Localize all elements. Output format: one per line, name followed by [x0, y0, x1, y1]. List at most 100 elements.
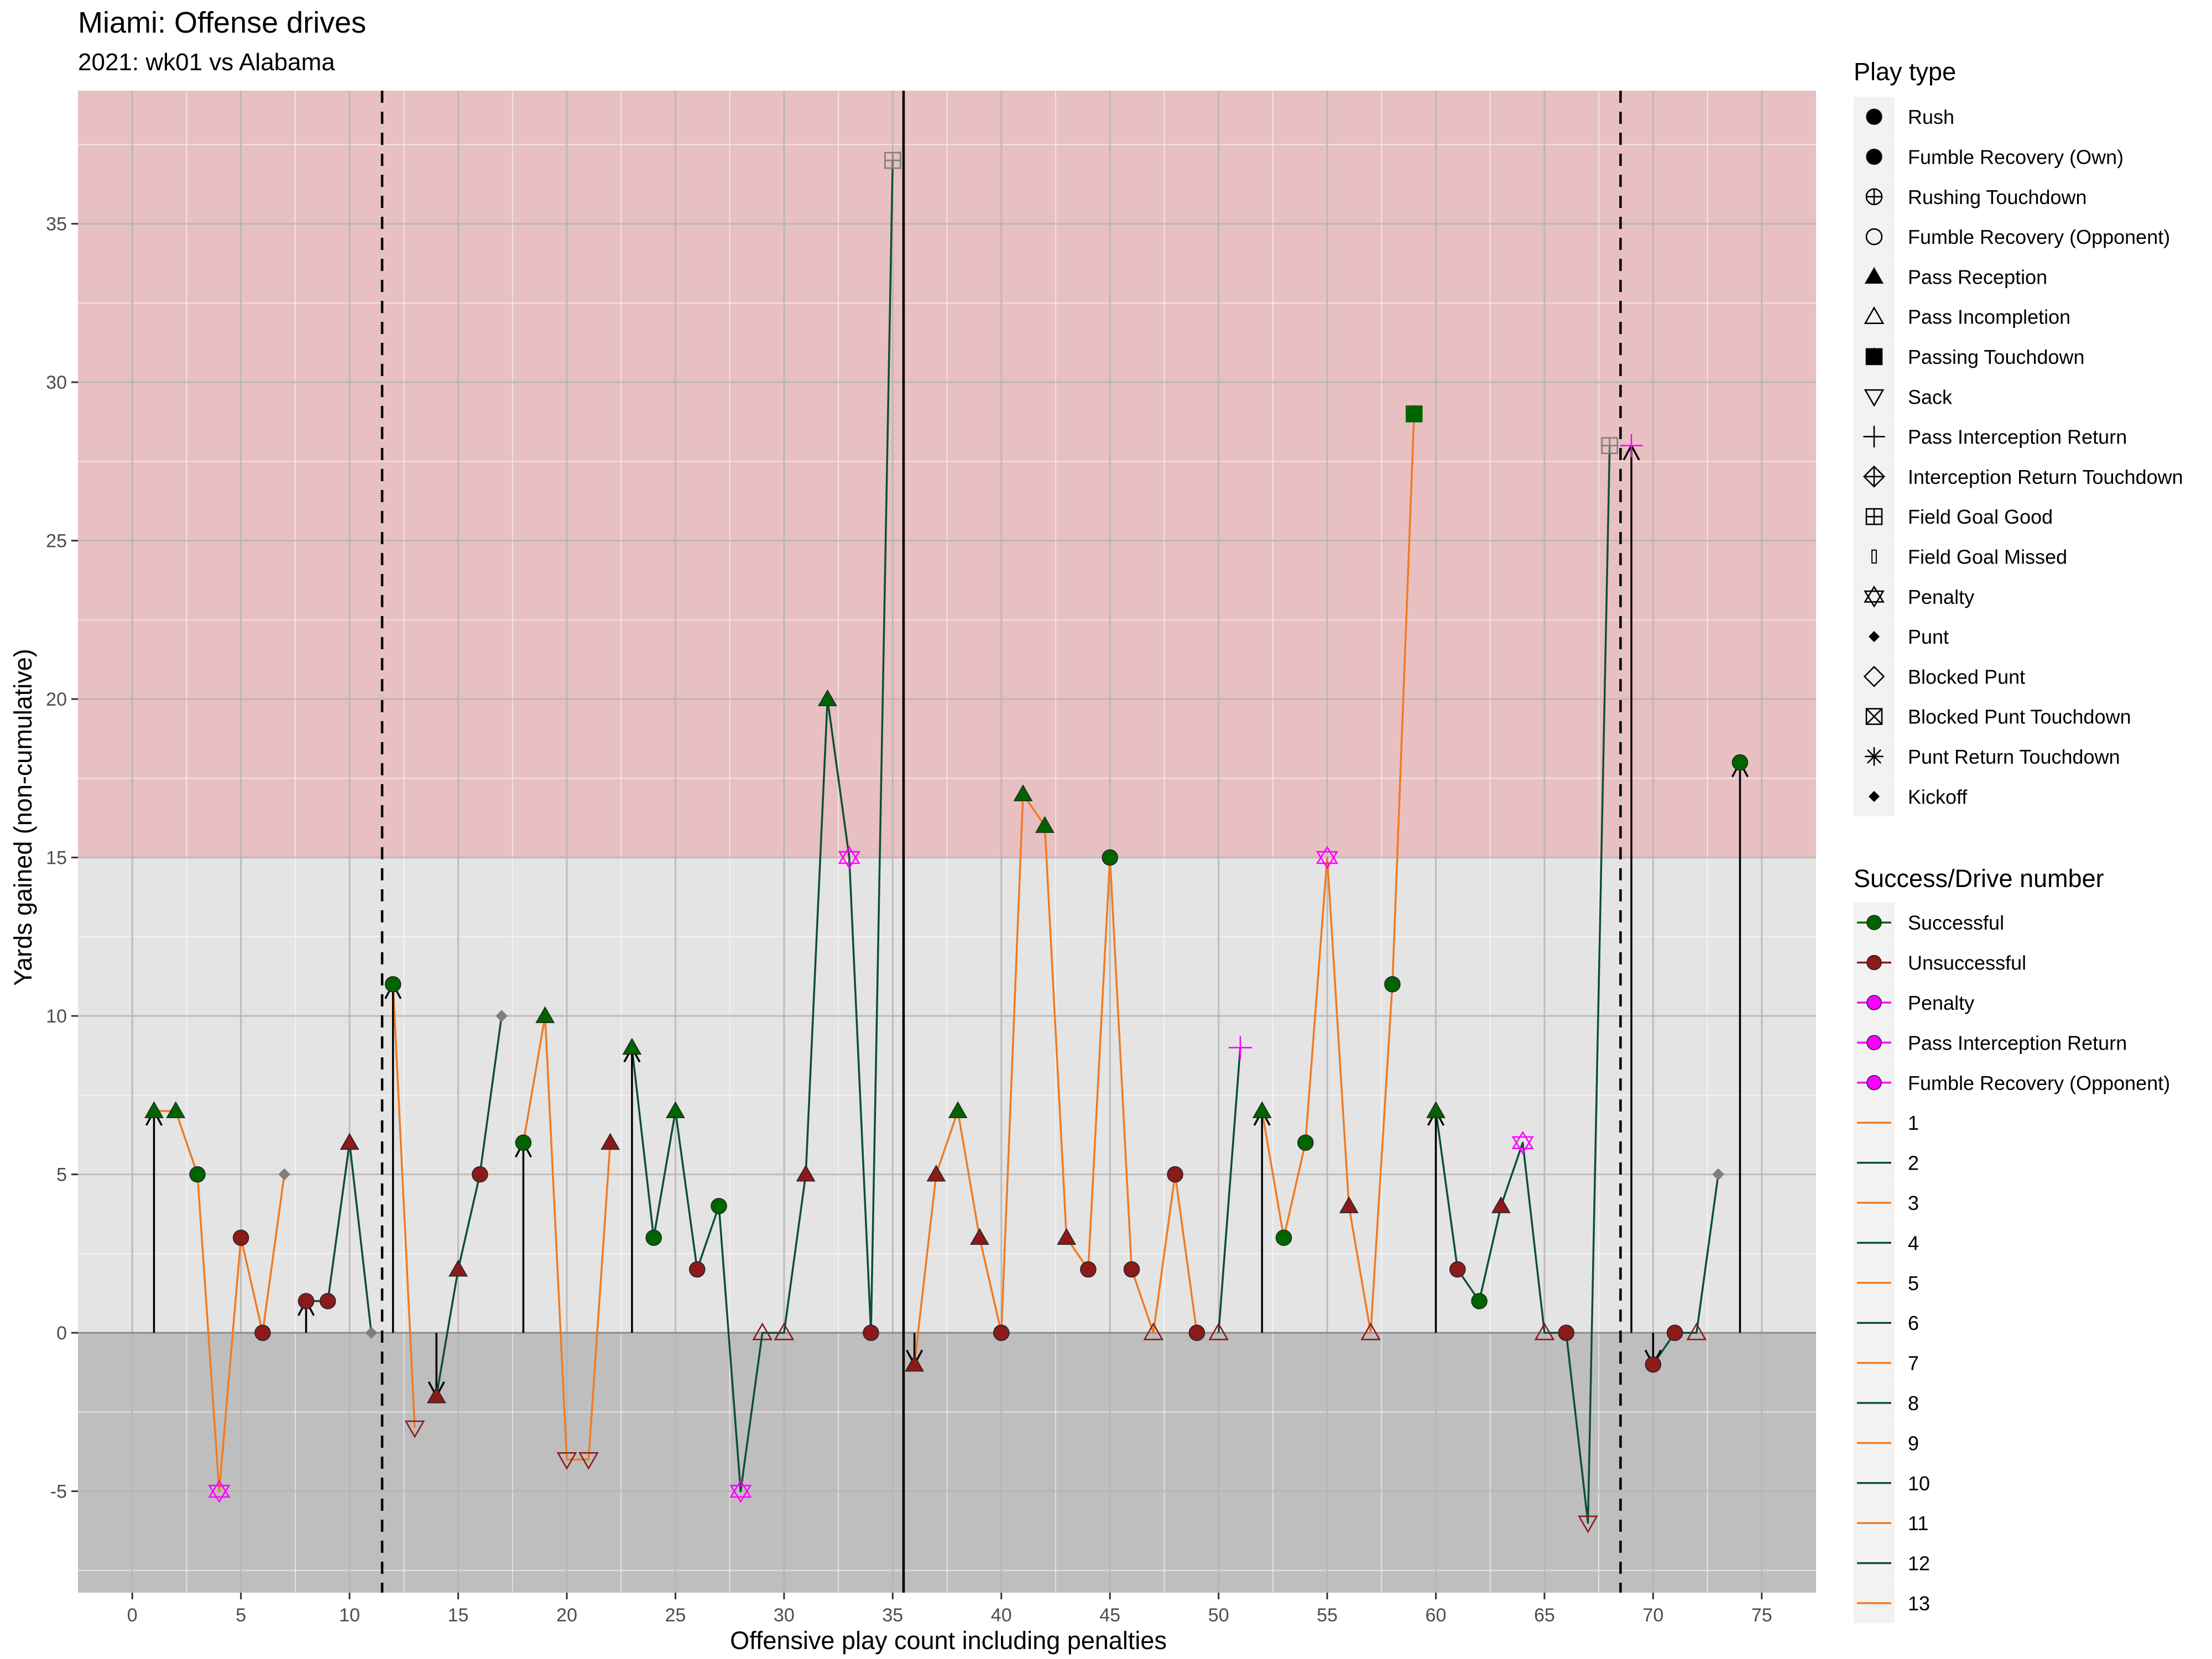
play-point [601, 1133, 620, 1150]
x-tick-label: 35 [882, 1605, 903, 1626]
legend-label-play-type: Rushing Touchdown [1908, 186, 2087, 208]
legend-label-play-type: Pass Incompletion [1908, 306, 2070, 328]
legend-key-circle-open [1865, 228, 1883, 246]
play-point [1601, 437, 1619, 455]
legend-title-play-type: Play type [1854, 58, 1956, 86]
legend-label-success: Successful [1908, 911, 2004, 934]
legend-label-success: 1 [1908, 1112, 1919, 1134]
legend-label-play-type: Interception Return Touchdown [1908, 466, 2183, 488]
drive-line-7 [913, 793, 1198, 1365]
legend-label-success: 7 [1908, 1352, 1919, 1375]
play-point [688, 1261, 706, 1278]
legend-dot [1866, 915, 1882, 930]
play-point [863, 1324, 879, 1341]
y-tick-label: 30 [46, 372, 67, 393]
legend-label-success: 4 [1908, 1232, 1919, 1254]
drive-line-12 [1652, 1174, 1719, 1365]
legend-key-diamond-filled [1868, 791, 1880, 802]
legend-label-play-type: Field Goal Missed [1908, 545, 2067, 568]
play-point [208, 1479, 231, 1503]
legend-key-diamond-plus [1863, 465, 1886, 488]
legend-label-success: Fumble Recovery (Opponent) [1908, 1072, 2170, 1094]
legend-key-circle-filled [1866, 148, 1882, 165]
play-point [1228, 1036, 1252, 1060]
legend-key-rect-thin [1871, 549, 1877, 564]
drive-line-2 [306, 1141, 373, 1333]
legend-label-play-type: Pass Interception Return [1908, 426, 2127, 448]
legend-key-square-plus [1865, 508, 1883, 525]
play-point [884, 152, 901, 169]
play-point [404, 1420, 425, 1438]
legend-key-bg [1854, 576, 1895, 617]
legend-key-bg [1854, 656, 1895, 697]
play-point [1449, 1261, 1466, 1278]
play-point [535, 1006, 555, 1023]
legend-key-bg [1854, 377, 1895, 417]
play-point [1123, 1261, 1140, 1278]
legend-key-triangle-filled [1864, 267, 1884, 284]
legend-label-success: 11 [1908, 1512, 1928, 1535]
legend-key-square-triangle [1865, 347, 1883, 366]
x-tick-label: 5 [236, 1605, 246, 1626]
play-point [1731, 754, 1749, 771]
x-tick-label: 50 [1208, 1605, 1229, 1626]
play-point [384, 976, 401, 993]
axes: 0 5 10 15 20 25 30 35 40 45 50 55 60 65 70 75 -5 0 5 10 15 20… [46, 214, 1772, 1626]
y-axis-label: Yards gained (non-cumulative) [9, 649, 37, 985]
drive-line-3 [392, 984, 416, 1428]
play-point [796, 1164, 816, 1182]
legend-label-success: 2 [1908, 1152, 1919, 1175]
chart-title: Miami: Offense drives [78, 6, 367, 39]
play-point [1511, 1131, 1534, 1155]
legend-dot [1866, 995, 1882, 1010]
legend-label-play-type: Field Goal Good [1908, 505, 2053, 528]
legend-key-diamond-open [1863, 665, 1885, 687]
legend-label-play-type: Blocked Punt [1908, 665, 2025, 688]
x-tick-label: 0 [127, 1605, 138, 1626]
x-axis-label: Offensive play count including penalties [730, 1626, 1167, 1655]
y-tick-label: 25 [46, 531, 67, 552]
legend-label-play-type: Blocked Punt Touchdown [1908, 706, 2131, 728]
play-point [1167, 1166, 1183, 1183]
play-point [254, 1324, 271, 1341]
play-point [970, 1228, 989, 1245]
drive-line-10 [1434, 445, 1611, 1524]
play-point [1102, 849, 1118, 866]
legend-key-plus [1863, 425, 1885, 448]
x-tick-label: 15 [448, 1605, 469, 1626]
x-tick-label: 60 [1426, 1605, 1447, 1626]
play-point [1384, 976, 1401, 993]
play-point [515, 1134, 532, 1151]
play-point [144, 1101, 164, 1118]
play-point [1620, 434, 1644, 457]
play-point [1208, 1322, 1229, 1340]
play-point [1143, 1322, 1164, 1340]
legend-label-play-type: Fumble Recovery (Own) [1908, 145, 2124, 168]
legend-label-success: 12 [1908, 1552, 1930, 1575]
play-point [426, 1386, 446, 1404]
legend-dot [1866, 954, 1882, 971]
drive-line-9 [1261, 414, 1415, 1334]
play-point [232, 1229, 249, 1246]
legend-label-success: Pass Interception Return [1908, 1031, 2127, 1054]
play-point [556, 1452, 577, 1470]
legend-dot [1866, 1035, 1882, 1051]
legend-dot [1866, 1075, 1882, 1091]
play-point [472, 1166, 488, 1183]
play-point [340, 1133, 359, 1150]
play-point [1080, 1261, 1097, 1278]
legend-key-bg [1854, 216, 1895, 257]
y-tick-label: 0 [56, 1323, 67, 1344]
x-tick-label: 55 [1317, 1605, 1338, 1626]
play-point [1316, 846, 1339, 869]
x-tick-label: 70 [1642, 1605, 1663, 1626]
legend-label-success: 13 [1908, 1592, 1930, 1615]
play-point [1471, 1293, 1488, 1310]
y-tick-label: -5 [50, 1481, 67, 1503]
play-point [905, 1354, 924, 1372]
minor-gridlines [78, 91, 1816, 1593]
play-point [298, 1293, 315, 1310]
play-point [752, 1322, 773, 1340]
play-point [774, 1322, 795, 1340]
legend-label-success: Unsuccessful [1908, 952, 2026, 974]
